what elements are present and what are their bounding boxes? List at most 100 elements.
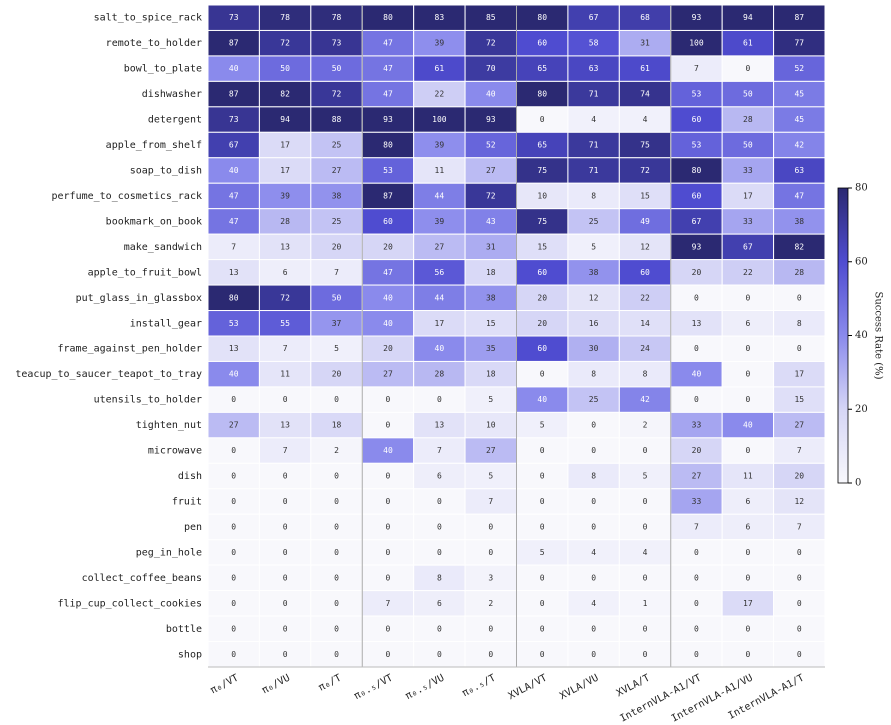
cell: [413, 360, 466, 388]
cell: [258, 386, 312, 413]
cell-value: 47: [383, 268, 393, 277]
cell: [567, 564, 620, 592]
row-label: apple_to_fruit_bowl: [88, 267, 202, 278]
cell-value: 0: [797, 548, 802, 557]
cell: [567, 641, 620, 668]
row-label: perfume_to_cosmetics_rack: [51, 191, 202, 202]
cell-value: 27: [435, 242, 445, 251]
cell: [721, 386, 775, 413]
cell-value: 33: [692, 497, 702, 506]
cell-value: 49: [640, 217, 650, 226]
cell-value: 0: [283, 599, 288, 608]
cell: [618, 462, 672, 490]
cell: [516, 310, 569, 337]
colorbar-tick-label: 20: [855, 404, 868, 415]
cell-value: 73: [229, 115, 239, 124]
cell-value: 83: [435, 13, 445, 22]
cell-value: 0: [745, 344, 750, 353]
cell-value: 61: [640, 64, 650, 73]
cell: [567, 590, 620, 617]
cell-value: 43: [486, 217, 496, 226]
column-label: π₀/T: [317, 673, 343, 694]
cell-value: 0: [334, 624, 339, 633]
cell-value: 0: [540, 624, 545, 633]
cell: [670, 29, 723, 57]
cell-value: 67: [743, 242, 753, 251]
cell-value: 0: [334, 497, 339, 506]
cell-value: 15: [640, 191, 650, 200]
cell-value: 8: [591, 472, 596, 481]
cell-value: 47: [383, 39, 393, 48]
cell-value: 65: [537, 141, 547, 150]
cell-value: 7: [334, 268, 339, 277]
cell-value: 40: [743, 421, 753, 430]
cell-value: 52: [794, 64, 804, 73]
cell-value: 33: [692, 421, 702, 430]
colorbar-tick-label: 80: [855, 183, 868, 194]
cell-value: 0: [231, 573, 236, 582]
cell: [516, 208, 569, 235]
cell: [310, 310, 363, 337]
cell-value: 0: [488, 650, 493, 659]
cell-value: 13: [692, 319, 702, 328]
cell-value: 39: [435, 217, 445, 226]
cell: [773, 360, 826, 388]
cell-value: 40: [383, 293, 393, 302]
cell-value: 28: [743, 115, 753, 124]
cell-value: 68: [640, 13, 650, 22]
cell-value: 61: [435, 64, 445, 73]
cell: [464, 284, 518, 312]
cell-value: 40: [486, 90, 496, 99]
cell-value: 18: [486, 370, 496, 379]
cell: [773, 4, 826, 31]
cell-value: 45: [794, 115, 804, 124]
cell-value: 2: [488, 599, 493, 608]
column-label: π₀.₅/T: [461, 673, 498, 700]
cell-value: 0: [745, 650, 750, 659]
cell-value: 5: [540, 421, 545, 430]
cell: [670, 80, 723, 108]
cell-value: 40: [692, 370, 702, 379]
cell-value: 0: [591, 624, 596, 633]
row-label: detergent: [148, 115, 202, 126]
row-label: tighten_nut: [136, 420, 202, 431]
cell-value: 0: [386, 421, 391, 430]
row-label: bookmark_on_book: [106, 216, 202, 227]
cell: [773, 310, 826, 337]
cell: [207, 259, 260, 286]
cell-value: 0: [437, 650, 442, 659]
cell-value: 80: [229, 293, 239, 302]
cell-value: 0: [643, 624, 648, 633]
cell-value: 94: [743, 13, 753, 22]
row-label: flip_cup_collect_cookies: [58, 598, 203, 609]
cell-value: 13: [280, 421, 290, 430]
cell: [618, 80, 672, 108]
cell-value: 0: [540, 599, 545, 608]
cell: [361, 182, 415, 210]
cell: [721, 539, 775, 566]
cell-value: 8: [591, 370, 596, 379]
cell: [464, 462, 518, 490]
cell-value: 0: [643, 522, 648, 531]
colorbar-tick-label: 60: [855, 256, 868, 267]
cell: [310, 411, 363, 439]
cell-value: 93: [486, 115, 496, 124]
cell: [207, 208, 260, 235]
colorbar-tick-label: 0: [855, 478, 861, 489]
cell: [413, 29, 466, 57]
cell-value: 4: [591, 599, 596, 608]
cell: [567, 208, 620, 235]
cell-value: 17: [743, 599, 753, 608]
cell: [721, 488, 775, 515]
cell: [413, 411, 466, 439]
cell: [516, 437, 569, 464]
cell: [618, 131, 672, 159]
cell-value: 5: [488, 395, 493, 404]
cell-value: 60: [692, 191, 702, 200]
cell-value: 7: [797, 522, 802, 531]
cell-value: 87: [794, 13, 804, 22]
cell-value: 27: [486, 446, 496, 455]
cell: [310, 259, 363, 286]
cell-value: 6: [437, 472, 442, 481]
